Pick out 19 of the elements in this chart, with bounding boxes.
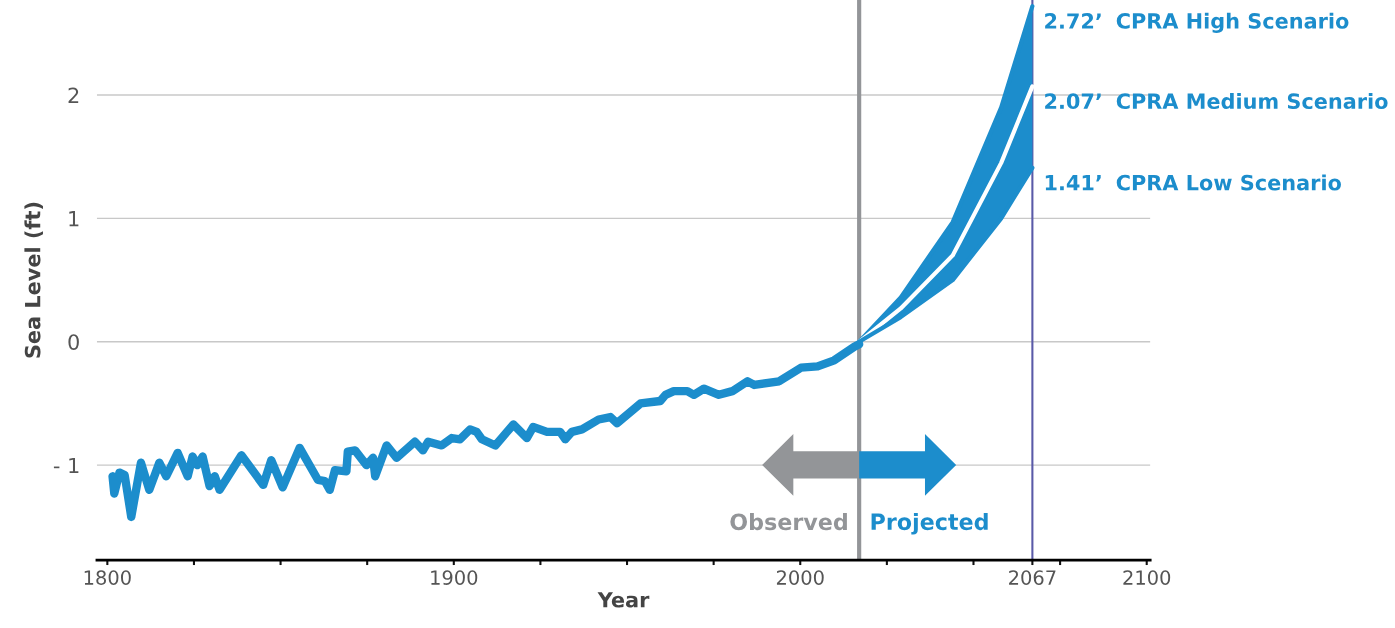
- x-tick-label: 1800: [84, 570, 131, 585]
- x-tick-label: 1900: [431, 570, 478, 585]
- y-axis-title: Sea Level (ft): [24, 202, 43, 358]
- x-tick-label: 2067: [1009, 570, 1056, 585]
- x-tick-label: 2100: [1123, 570, 1171, 585]
- text: CPRA Low Scenario: [1116, 174, 1341, 191]
- text: CPRA Medium Scenario: [1116, 92, 1388, 110]
- annotation: Observed: [730, 513, 847, 531]
- data-label: 2.07’: [1045, 93, 1101, 110]
- y-tick-label: 0: [68, 334, 79, 350]
- x-axis-title: Year: [597, 592, 650, 608]
- data-label: 2.72’: [1045, 13, 1101, 29]
- y-tick-label: - 1: [53, 457, 79, 474]
- y-tick-label: 2: [68, 87, 79, 103]
- data-label: 1.41’: [1045, 175, 1101, 191]
- y-tick-label: 1: [69, 211, 79, 227]
- text: CPRA High Scenario: [1116, 12, 1349, 33]
- annotation: Projected: [871, 512, 988, 535]
- x-tick-label: 2000: [776, 570, 824, 585]
